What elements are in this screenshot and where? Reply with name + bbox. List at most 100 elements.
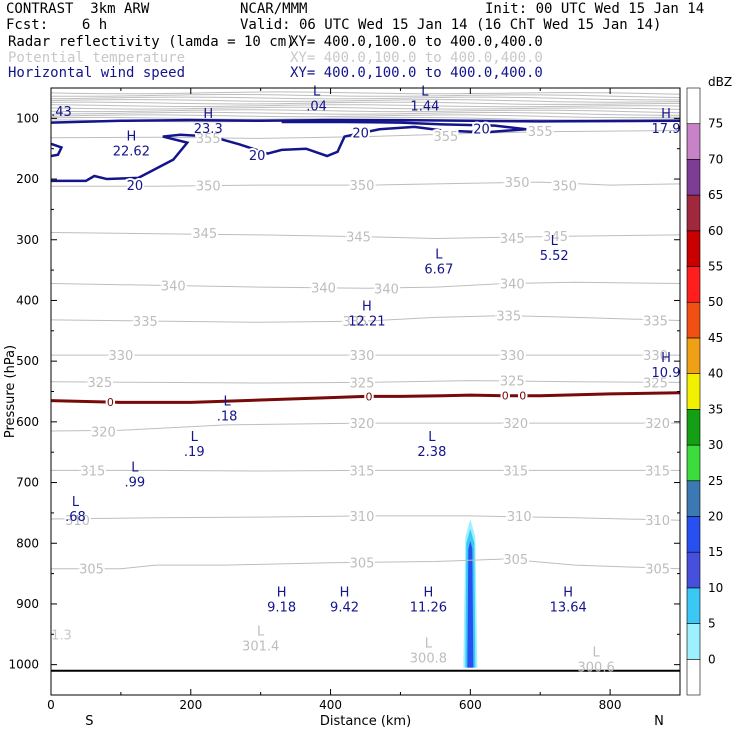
wind-contour-20-seg1 bbox=[51, 120, 527, 183]
theta-contours bbox=[51, 91, 680, 672]
theta-label-315: 315 bbox=[350, 464, 375, 479]
theta-label-340: 340 bbox=[161, 279, 186, 294]
wind-extremum-value: 10.9 bbox=[652, 366, 681, 381]
theta-label-345: 345 bbox=[543, 230, 568, 245]
theta-stratosphere-line bbox=[51, 94, 680, 98]
theta-label-330: 330 bbox=[350, 349, 375, 364]
theta-label-350: 350 bbox=[350, 179, 375, 194]
colorbar-swatch bbox=[686, 373, 701, 410]
wind-extremum-L: L bbox=[551, 234, 559, 249]
theta-extremum-value: 300.8 bbox=[410, 651, 447, 666]
colorbar-swatch bbox=[686, 266, 701, 303]
theta-label-330: 330 bbox=[643, 349, 668, 364]
wind-extremum-H: H bbox=[661, 107, 671, 122]
x-tick-label: 200 bbox=[179, 698, 202, 712]
org-title: NCAR/MMM bbox=[240, 1, 308, 17]
theta-stratosphere-line bbox=[51, 101, 680, 105]
colorbar-level-label: 60 bbox=[708, 224, 723, 238]
wind-extremum-value: .19 bbox=[184, 445, 205, 460]
theta-label-305: 305 bbox=[645, 563, 670, 578]
colorbar-level-label: 35 bbox=[708, 402, 723, 416]
theta-contour-320 bbox=[51, 422, 680, 432]
wind-extremum-value: .68 bbox=[65, 510, 86, 525]
theta-extremum-L: L bbox=[593, 646, 601, 661]
theta-label-305: 305 bbox=[350, 557, 375, 572]
wind-extremum-L: L bbox=[191, 430, 199, 445]
colorbar-level-label: 25 bbox=[708, 474, 723, 488]
wind-extremum-value: 6.67 bbox=[424, 262, 453, 277]
theta-label-315: 315 bbox=[503, 464, 528, 479]
colorbar-swatch bbox=[686, 301, 701, 339]
x-tick-label: 400 bbox=[319, 698, 342, 712]
valid-time: Valid: 06 UTC Wed 15 Jan 14 (16 ChT Wed … bbox=[240, 17, 662, 33]
y-tick-label: 600 bbox=[16, 415, 39, 429]
theta-label-310: 310 bbox=[350, 510, 375, 525]
theta-label-310: 310 bbox=[507, 510, 532, 525]
fill-layer bbox=[463, 518, 478, 668]
theta-label-345: 345 bbox=[346, 231, 371, 246]
theta-stratosphere-line bbox=[51, 106, 680, 110]
wind-contour-label: 20 bbox=[127, 179, 144, 194]
wind-extremum-value: 11.26 bbox=[410, 600, 447, 615]
edge-label: 1.3 bbox=[51, 628, 72, 643]
wind-extremum-H: H bbox=[563, 585, 573, 600]
theta-label-340: 340 bbox=[311, 282, 336, 297]
colorbar-swatch bbox=[686, 623, 701, 660]
forecast-hour: Fcst: 6 h bbox=[6, 17, 108, 33]
wind-contour-label: 20 bbox=[473, 123, 490, 138]
wind-extremum-L: L bbox=[131, 460, 139, 475]
colorbar-swatch bbox=[686, 194, 701, 232]
colorbar-swatch bbox=[686, 123, 701, 160]
theta-label-330: 330 bbox=[108, 349, 133, 364]
theta-contour-345 bbox=[51, 232, 680, 240]
theta-contour-335 bbox=[51, 315, 680, 323]
colorbar-swatch bbox=[686, 658, 701, 696]
colorbar-level-label: 65 bbox=[708, 188, 723, 202]
wind-contour-label: 20 bbox=[352, 126, 369, 141]
theta-label-325: 325 bbox=[350, 376, 375, 391]
colorbar-level-label: 15 bbox=[708, 545, 723, 559]
colorbar-swatch bbox=[686, 516, 701, 553]
field-wind: Horizontal wind speed bbox=[8, 65, 186, 81]
theta-label-305: 305 bbox=[79, 563, 104, 578]
theta-label-355: 355 bbox=[196, 132, 221, 147]
colorbar-level-label: 30 bbox=[708, 438, 723, 452]
x-end-label-left: S bbox=[85, 714, 93, 729]
x-tick-label: 600 bbox=[459, 698, 482, 712]
theta-label-340: 340 bbox=[500, 277, 525, 292]
y-tick-label: 800 bbox=[16, 536, 39, 550]
y-tick-label: 400 bbox=[16, 293, 39, 307]
theta-label-350: 350 bbox=[552, 180, 577, 195]
theta-extremum-value: 300.6 bbox=[578, 661, 615, 676]
colorbar-swatch bbox=[686, 87, 701, 125]
theta-contour-355 bbox=[51, 130, 680, 139]
wind-extremum-value: .04 bbox=[306, 100, 327, 115]
colorbar-level-label: 5 bbox=[708, 617, 716, 631]
wind-extremum-value: 23.3 bbox=[194, 122, 223, 137]
wind-extremum-H: H bbox=[424, 585, 434, 600]
theta-label-345: 345 bbox=[500, 232, 525, 247]
colorbar-level-label: 45 bbox=[708, 331, 723, 345]
colorbar-level-label: 55 bbox=[708, 260, 723, 274]
y-tick-label: 300 bbox=[16, 233, 39, 247]
wind-extremum-value: 9.42 bbox=[330, 600, 359, 615]
y-tick-label: 100 bbox=[16, 111, 39, 125]
theta-label-320: 320 bbox=[503, 417, 528, 432]
y-tick-label: 200 bbox=[16, 172, 39, 186]
wind-extremum-L: L bbox=[223, 394, 231, 409]
wind-extremum-L: L bbox=[72, 495, 80, 510]
theta-stratosphere-line bbox=[51, 116, 680, 121]
wind-extremum-H: H bbox=[126, 130, 136, 145]
wind-extremum-value: 1.44 bbox=[410, 100, 439, 115]
freezing-level-label: 0 bbox=[365, 390, 372, 403]
colorbar-level-label: 10 bbox=[708, 581, 723, 595]
theta-stratosphere-line bbox=[51, 104, 680, 108]
y-tick-label: 500 bbox=[16, 354, 39, 368]
wind-extremum-H: H bbox=[203, 107, 213, 122]
wind-extremum-value: 17.9 bbox=[652, 122, 681, 137]
freezing-level-label: 0 bbox=[107, 396, 114, 409]
chart-labels: 355 355 355 350 350 350 350 345 345 345 345 340 340 3… bbox=[51, 85, 680, 676]
wind-contour-20-seg0 bbox=[51, 118, 680, 124]
wind-extremum-value: 9.18 bbox=[267, 600, 296, 615]
theta-label-325: 325 bbox=[500, 375, 525, 390]
